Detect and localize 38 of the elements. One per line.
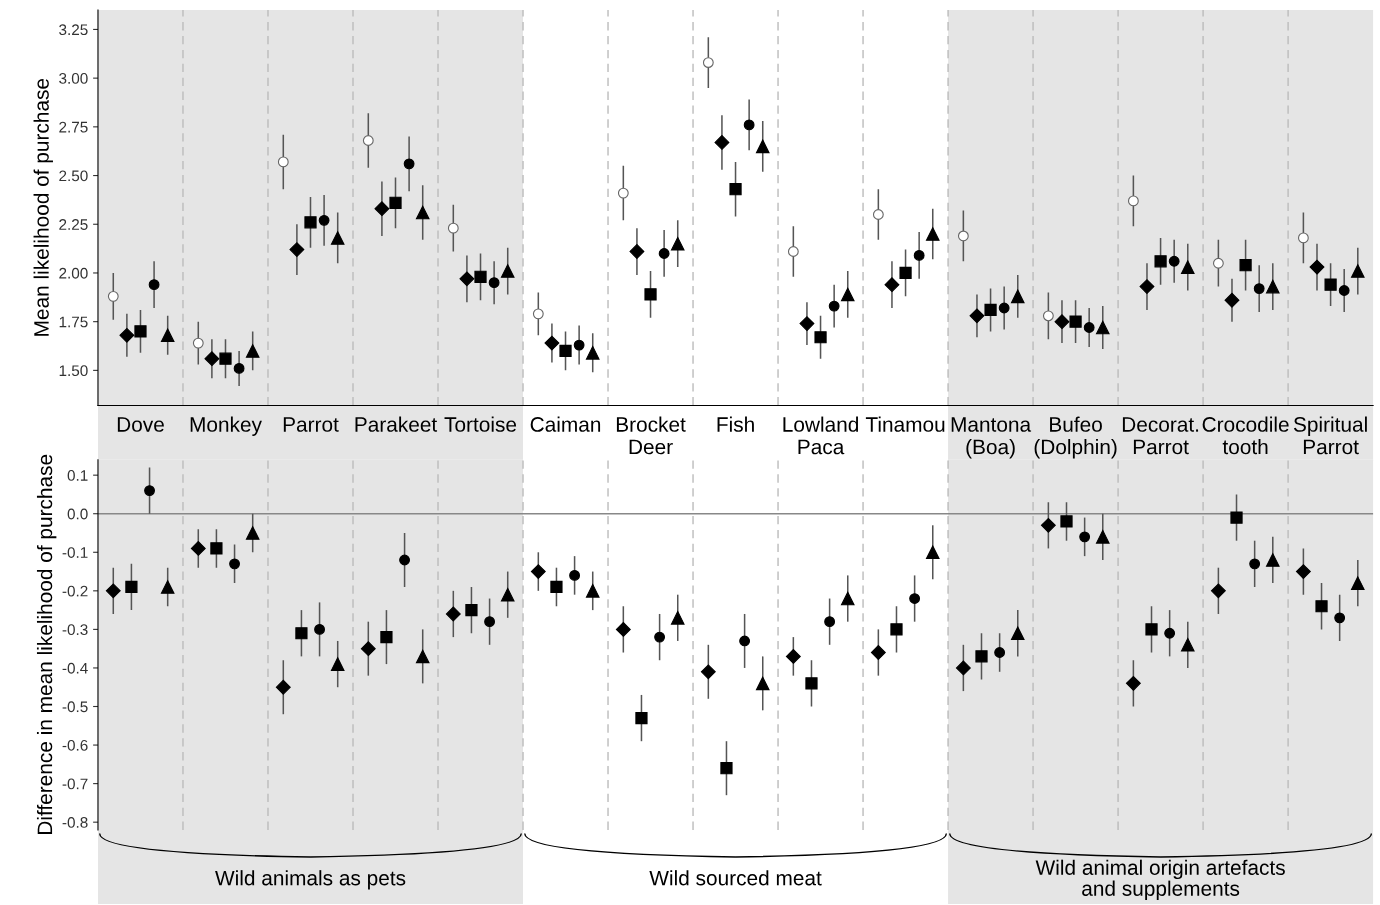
y-tick-label: 3.25: [59, 24, 88, 36]
band-label: Wild animals as pets: [215, 870, 406, 890]
y-tick-label: -0.5: [62, 701, 88, 713]
x-tick-label: Monkey: [190, 416, 262, 436]
y-tick-label: 2.00: [59, 267, 88, 279]
band-label: Wild animal origin artefacts and supplements: [1035, 859, 1285, 901]
y-tick-label: -0.3: [62, 624, 88, 636]
y-tick-label: -0.6: [62, 739, 88, 751]
y-tick-label: 2.75: [59, 121, 88, 133]
x-tick-label: Tortoise: [444, 416, 517, 432]
x-tick-label: Tinamou: [865, 416, 945, 432]
x-tick-label: Caiman: [530, 416, 601, 432]
x-tick-label: Fish: [717, 416, 754, 432]
x-tick-label: Parrot: [283, 417, 339, 432]
y-tick-label: 2.50: [59, 170, 88, 182]
y-tick-label: 1.50: [59, 365, 88, 377]
y-tick-label: 0.1: [67, 470, 88, 481]
y-axis-title: Mean likelihood of purchase: [33, 78, 53, 336]
y-axis-title: Difference in mean likelihood of purchase: [36, 454, 57, 834]
y-tick-label: -0.7: [62, 778, 88, 790]
y-tick-label: -0.2: [62, 585, 88, 597]
x-tick-label: Brocket Deer: [616, 416, 686, 455]
x-tick-label: Bufeo (Dolphin): [1034, 416, 1117, 459]
x-tick-label: Spiritual Parrot: [1293, 416, 1367, 455]
x-tick-label: Parakeet: [355, 416, 438, 432]
y-tick-label: 2.25: [59, 219, 88, 230]
x-tick-label: Lowland Paca: [783, 416, 859, 455]
y-tick-label: 1.75: [59, 316, 88, 328]
x-tick-label: Mantona (Boa): [951, 417, 1032, 459]
y-tick-label: -0.4: [62, 662, 88, 674]
y-tick-label: -0.1: [62, 547, 88, 558]
text: Wild sourced meat: [649, 870, 822, 886]
x-tick-label: Crocodile tooth: [1202, 416, 1289, 455]
y-tick-label: 0.0: [67, 508, 88, 520]
x-tick-label: Dove: [117, 417, 164, 432]
x-tick-label: Decorat. Parrot: [1122, 417, 1199, 455]
y-tick-label: -0.8: [62, 817, 88, 828]
y-tick-label: 3.00: [59, 73, 88, 84]
